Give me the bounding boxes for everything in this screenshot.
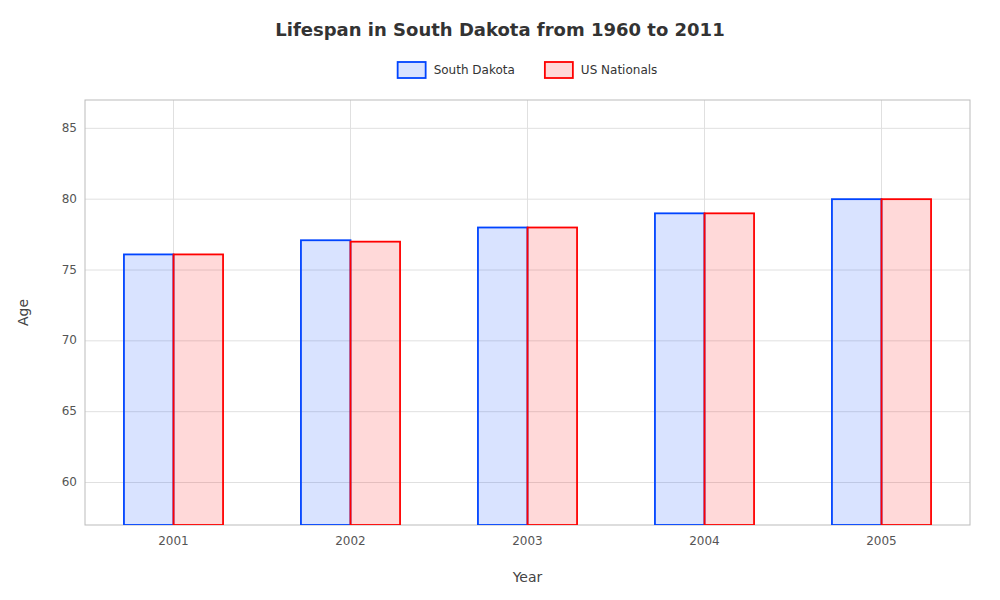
legend-swatch: [545, 62, 573, 78]
bar: [705, 213, 755, 525]
bar: [528, 228, 578, 526]
y-tick-label: 70: [62, 333, 77, 347]
y-tick-label: 85: [62, 121, 77, 135]
bar: [832, 199, 882, 525]
x-tick-label: 2005: [866, 534, 897, 548]
y-tick-label: 80: [62, 192, 77, 206]
y-tick-label: 60: [62, 475, 77, 489]
x-axis-label: Year: [512, 569, 543, 585]
chart: 60 65 70 75 80 85 2001 2002 2003 2004 2005 Year Age L…: [0, 0, 1000, 600]
legend-item: South Dakota: [398, 62, 515, 78]
legend-label: US Nationals: [581, 63, 657, 77]
title: Lifespan in South Dakota from 1960 to 20…: [275, 19, 724, 40]
bar: [124, 254, 174, 525]
bar: [882, 199, 932, 525]
bar: [478, 228, 528, 526]
bar: [174, 254, 224, 525]
legend-label: South Dakota: [434, 63, 515, 77]
y-tick-label: 65: [62, 404, 77, 418]
legend: South Dakota US Nationals: [398, 62, 658, 78]
y-tick-label: 75: [62, 263, 77, 277]
x-tick-label: 2002: [335, 534, 366, 548]
bar: [301, 240, 351, 525]
legend-item: US Nationals: [545, 62, 657, 78]
bars: [124, 199, 931, 525]
y-axis-label: Age: [15, 299, 31, 326]
x-tick-label: 2001: [158, 534, 189, 548]
bar: [351, 242, 401, 525]
legend-swatch: [398, 62, 426, 78]
bar: [655, 213, 705, 525]
plot-frame: [85, 100, 970, 525]
grid: [85, 100, 970, 525]
x-tick-label: 2004: [689, 534, 720, 548]
x-tick-label: 2003: [512, 534, 543, 548]
